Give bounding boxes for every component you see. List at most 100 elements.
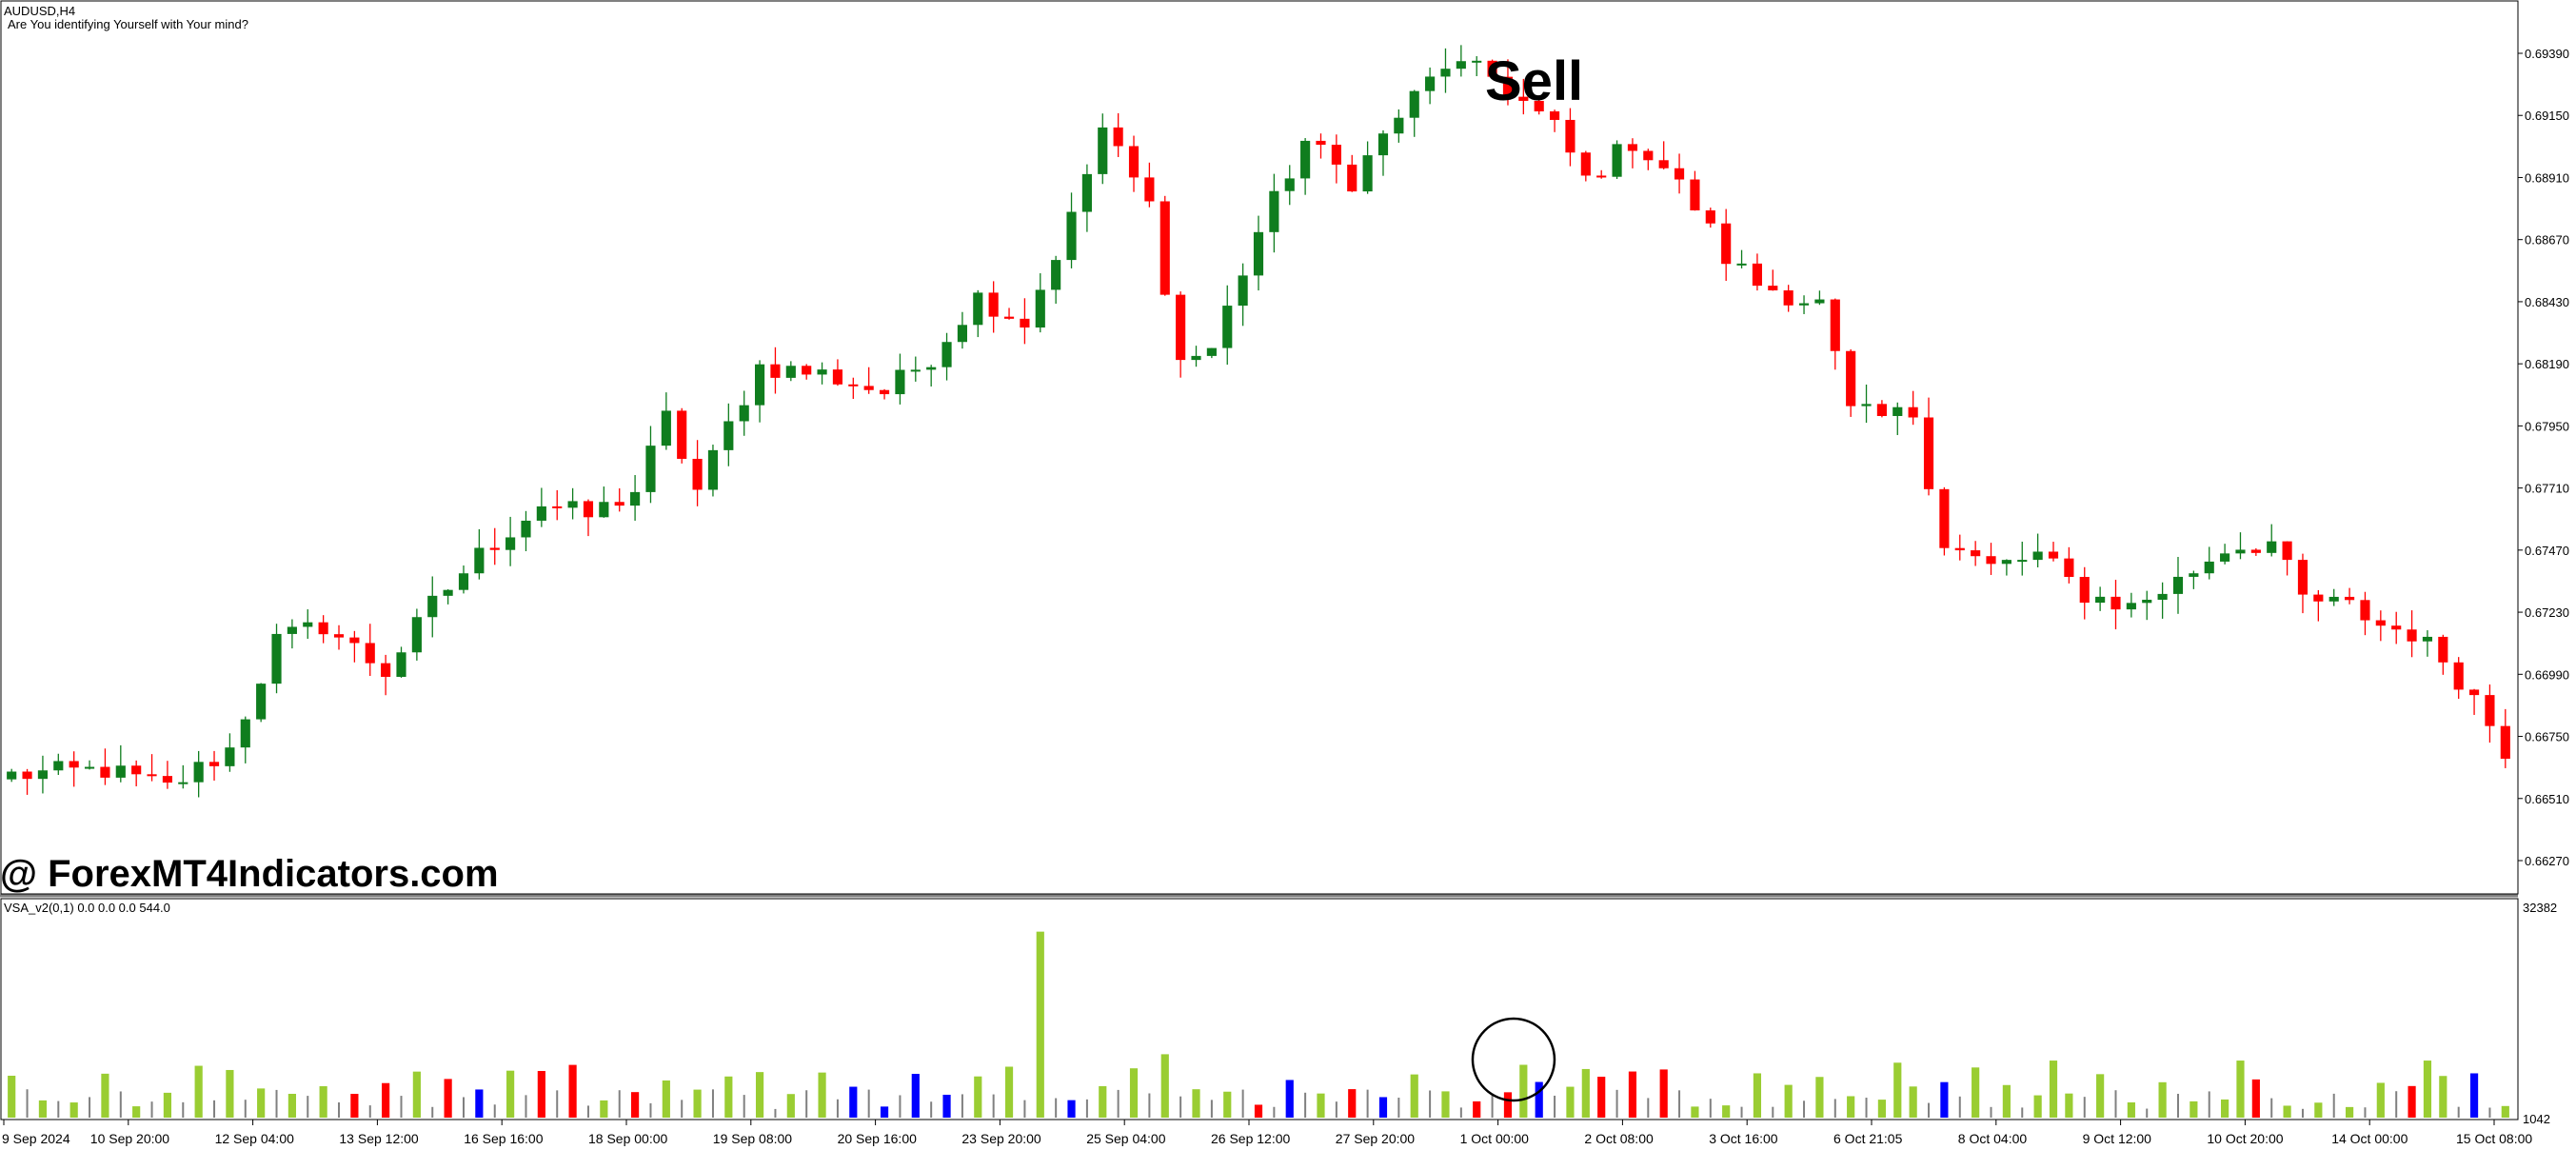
volume-bar — [693, 1089, 702, 1118]
volume-bar — [1740, 1106, 1743, 1118]
volume-bar — [213, 1100, 216, 1118]
candle-body — [208, 762, 220, 766]
candle — [2282, 541, 2292, 576]
candle — [1253, 215, 1264, 291]
volume-bar — [911, 1074, 920, 1118]
candle — [1081, 164, 1092, 232]
volume-bar — [26, 1089, 29, 1118]
volume-bar — [119, 1091, 122, 1118]
volume-bar — [2190, 1100, 2198, 1118]
candle-body — [1300, 140, 1311, 179]
time-label: 27 Sep 20:00 — [1336, 1131, 1416, 1146]
candle-body — [1721, 223, 1732, 265]
candle — [2189, 570, 2199, 589]
candle-body — [396, 652, 406, 677]
candle-body — [848, 384, 859, 387]
volume-bar — [1581, 1068, 1590, 1118]
candle-body — [349, 637, 360, 644]
candle — [973, 289, 983, 338]
candle — [37, 755, 49, 794]
candle-body — [1971, 550, 1981, 557]
candle — [489, 527, 500, 565]
candle — [22, 768, 32, 795]
time-label: 6 Oct 21:05 — [1833, 1131, 1903, 1146]
volume-bar — [1566, 1086, 1575, 1118]
candle-body — [2500, 725, 2510, 759]
candle-body — [677, 410, 687, 459]
candle-body — [1534, 100, 1544, 111]
volume-bar — [2469, 1073, 2479, 1118]
volume-bar — [2158, 1081, 2167, 1118]
candle — [1861, 384, 1872, 424]
volume-bar — [755, 1072, 764, 1118]
candle-body — [443, 589, 453, 596]
time-label: 19 Sep 08:00 — [713, 1131, 793, 1146]
candle-body — [1472, 60, 1482, 63]
candle — [53, 753, 64, 776]
volume-bar — [1847, 1096, 1855, 1118]
candle-body — [785, 366, 796, 378]
candle-body — [458, 573, 469, 590]
volume-bar — [1722, 1105, 1731, 1118]
candle — [1066, 192, 1077, 268]
candle — [599, 486, 609, 518]
volume-bar — [600, 1100, 608, 1118]
candle — [2235, 532, 2246, 560]
volume-bar — [412, 1071, 421, 1118]
volume-bar — [1285, 1080, 1294, 1118]
candle-body — [1206, 347, 1217, 356]
candle — [69, 751, 79, 787]
price-label: 0.67950 — [2525, 419, 2569, 433]
candle — [1971, 541, 1981, 566]
volume-bar — [1615, 1089, 1618, 1118]
volume-bar — [287, 1093, 296, 1118]
price-label: 0.68190 — [2525, 357, 2569, 371]
candle-body — [2453, 662, 2464, 690]
volume-bar — [1117, 1089, 1120, 1118]
candle-body — [22, 771, 32, 780]
candle-body — [988, 292, 999, 317]
volume-bar — [2423, 1061, 2432, 1118]
candle — [1238, 263, 1248, 327]
candle-body — [879, 389, 890, 395]
candle-body — [583, 501, 594, 518]
volume-bar — [1023, 1100, 1026, 1118]
volume-bar — [338, 1102, 341, 1118]
candle-body — [2079, 577, 2090, 604]
candle — [1113, 112, 1123, 157]
candle-body — [474, 547, 485, 574]
candle — [988, 281, 999, 333]
volume-bar — [2033, 1095, 2042, 1118]
candle-body — [1113, 127, 1123, 147]
candle-body — [2422, 636, 2433, 642]
candle — [2500, 708, 2510, 768]
candle — [271, 624, 282, 694]
volume-bar — [89, 1097, 91, 1118]
candle-body — [552, 506, 563, 508]
volume-bar — [724, 1076, 733, 1118]
candle — [318, 615, 328, 644]
candle — [1736, 249, 1747, 268]
candle-body — [505, 537, 516, 550]
price-label: 0.69150 — [2525, 109, 2569, 123]
price-label: 0.66990 — [2525, 667, 2569, 682]
candle — [1456, 45, 1466, 77]
time-label: 1 Oct 00:00 — [1460, 1131, 1530, 1146]
candle — [739, 390, 749, 436]
candle-body — [1674, 168, 1685, 180]
candle — [583, 499, 594, 537]
candle-body — [1362, 155, 1373, 192]
candle-body — [1035, 289, 1045, 328]
candle — [2422, 630, 2433, 657]
candle — [567, 487, 578, 520]
volume-bar — [818, 1072, 826, 1118]
volume-bar — [525, 1095, 527, 1118]
time-label: 23 Sep 20:00 — [961, 1131, 1041, 1146]
time-label: 8 Oct 04:00 — [1958, 1131, 2028, 1146]
volume-bar — [2457, 1106, 2460, 1118]
candle — [1690, 170, 1700, 211]
candle-body — [2391, 625, 2402, 630]
time-label: 12 Sep 04:00 — [215, 1131, 295, 1146]
volume-bar — [1678, 1090, 1681, 1118]
candle-body — [957, 325, 967, 343]
